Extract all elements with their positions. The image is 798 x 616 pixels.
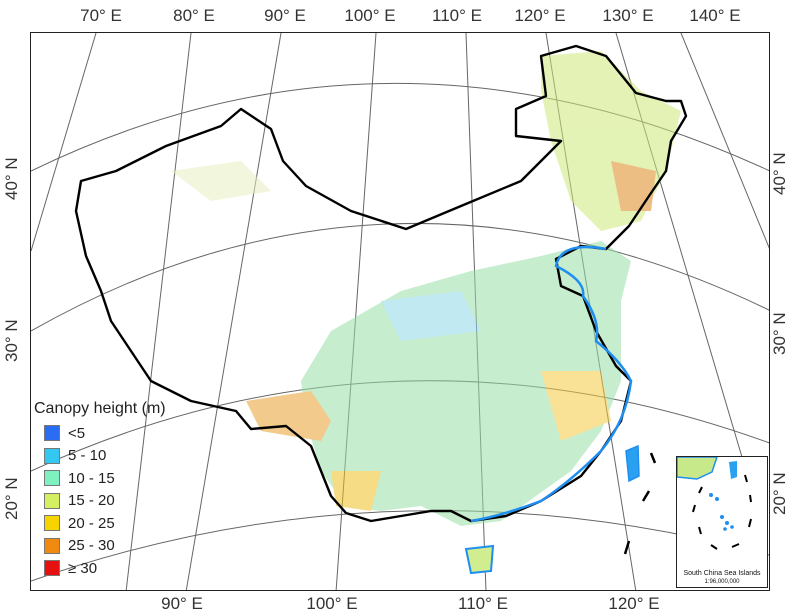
legend-label: 5 - 10	[68, 447, 107, 465]
lon-label-top-90: 90° E	[264, 6, 306, 25]
lon-label-bottom-100: 100° E	[306, 594, 358, 613]
legend-swatch	[44, 560, 60, 577]
canopy-fill	[171, 51, 681, 526]
legend-label: 20 - 25	[68, 514, 115, 532]
lon-label-top-80: 80° E	[173, 6, 215, 25]
south-china-sea-inset: South China Sea Islands 1:96,000,000	[676, 456, 768, 588]
lon-label-bottom-90: 90° E	[161, 594, 203, 613]
legend-label: 25 - 30	[68, 537, 115, 555]
lat-label-right-20: 20° N	[770, 472, 789, 515]
legend-swatch	[44, 515, 60, 532]
legend-label: 10 - 15	[68, 469, 115, 487]
lon-label-top-110: 110° E	[432, 6, 482, 25]
map-frame	[30, 32, 770, 591]
nine-dash-line	[623, 452, 657, 555]
legend-item: 10 - 15	[34, 467, 209, 490]
map-canvas	[31, 33, 769, 590]
inset-map	[677, 457, 752, 550]
lat-label-left-30: 30° N	[2, 319, 21, 362]
lon-label-bottom-120: 120° E	[608, 594, 660, 613]
inset-title: South China Sea Islands	[683, 570, 761, 577]
taiwan-island	[625, 444, 640, 483]
inset-scale: 1:96,000,000	[704, 579, 740, 585]
lat-label-right-30: 30° N	[770, 312, 789, 355]
lon-label-top-130: 130° E	[602, 6, 654, 25]
legend-item: 25 - 30	[34, 535, 209, 558]
legend-item: 20 - 25	[34, 512, 209, 535]
lat-label-left-40: 40° N	[2, 157, 21, 200]
legend-swatch	[44, 537, 60, 554]
lon-label-top-140: 140° E	[689, 6, 741, 25]
lon-label-top-120: 120° E	[514, 6, 566, 25]
legend-swatch	[44, 492, 60, 509]
legend-label: 15 - 20	[68, 492, 115, 510]
legend: Canopy height (m) <5 5 - 10 10 - 15 15 -…	[34, 400, 209, 580]
hainan-island	[464, 544, 495, 575]
lat-label-left-20: 20° N	[2, 477, 21, 520]
legend-swatch	[44, 447, 60, 464]
legend-label: ≥ 30	[68, 559, 98, 577]
legend-label: <5	[68, 424, 86, 442]
legend-item: ≥ 30	[34, 557, 209, 580]
legend-item: <5	[34, 422, 209, 445]
lon-label-top-100: 100° E	[344, 6, 396, 25]
coastline	[470, 245, 633, 523]
legend-item: 5 - 10	[34, 445, 209, 468]
legend-swatch	[44, 425, 60, 442]
lon-label-top-70: 70° E	[80, 6, 122, 25]
lon-label-bottom-110: 110° E	[458, 594, 508, 613]
legend-title: Canopy height (m)	[34, 400, 166, 417]
legend-item: 15 - 20	[34, 490, 209, 513]
china-boundary	[74, 44, 688, 523]
lat-label-right-40: 40° N	[770, 152, 789, 195]
legend-swatch	[44, 470, 60, 487]
